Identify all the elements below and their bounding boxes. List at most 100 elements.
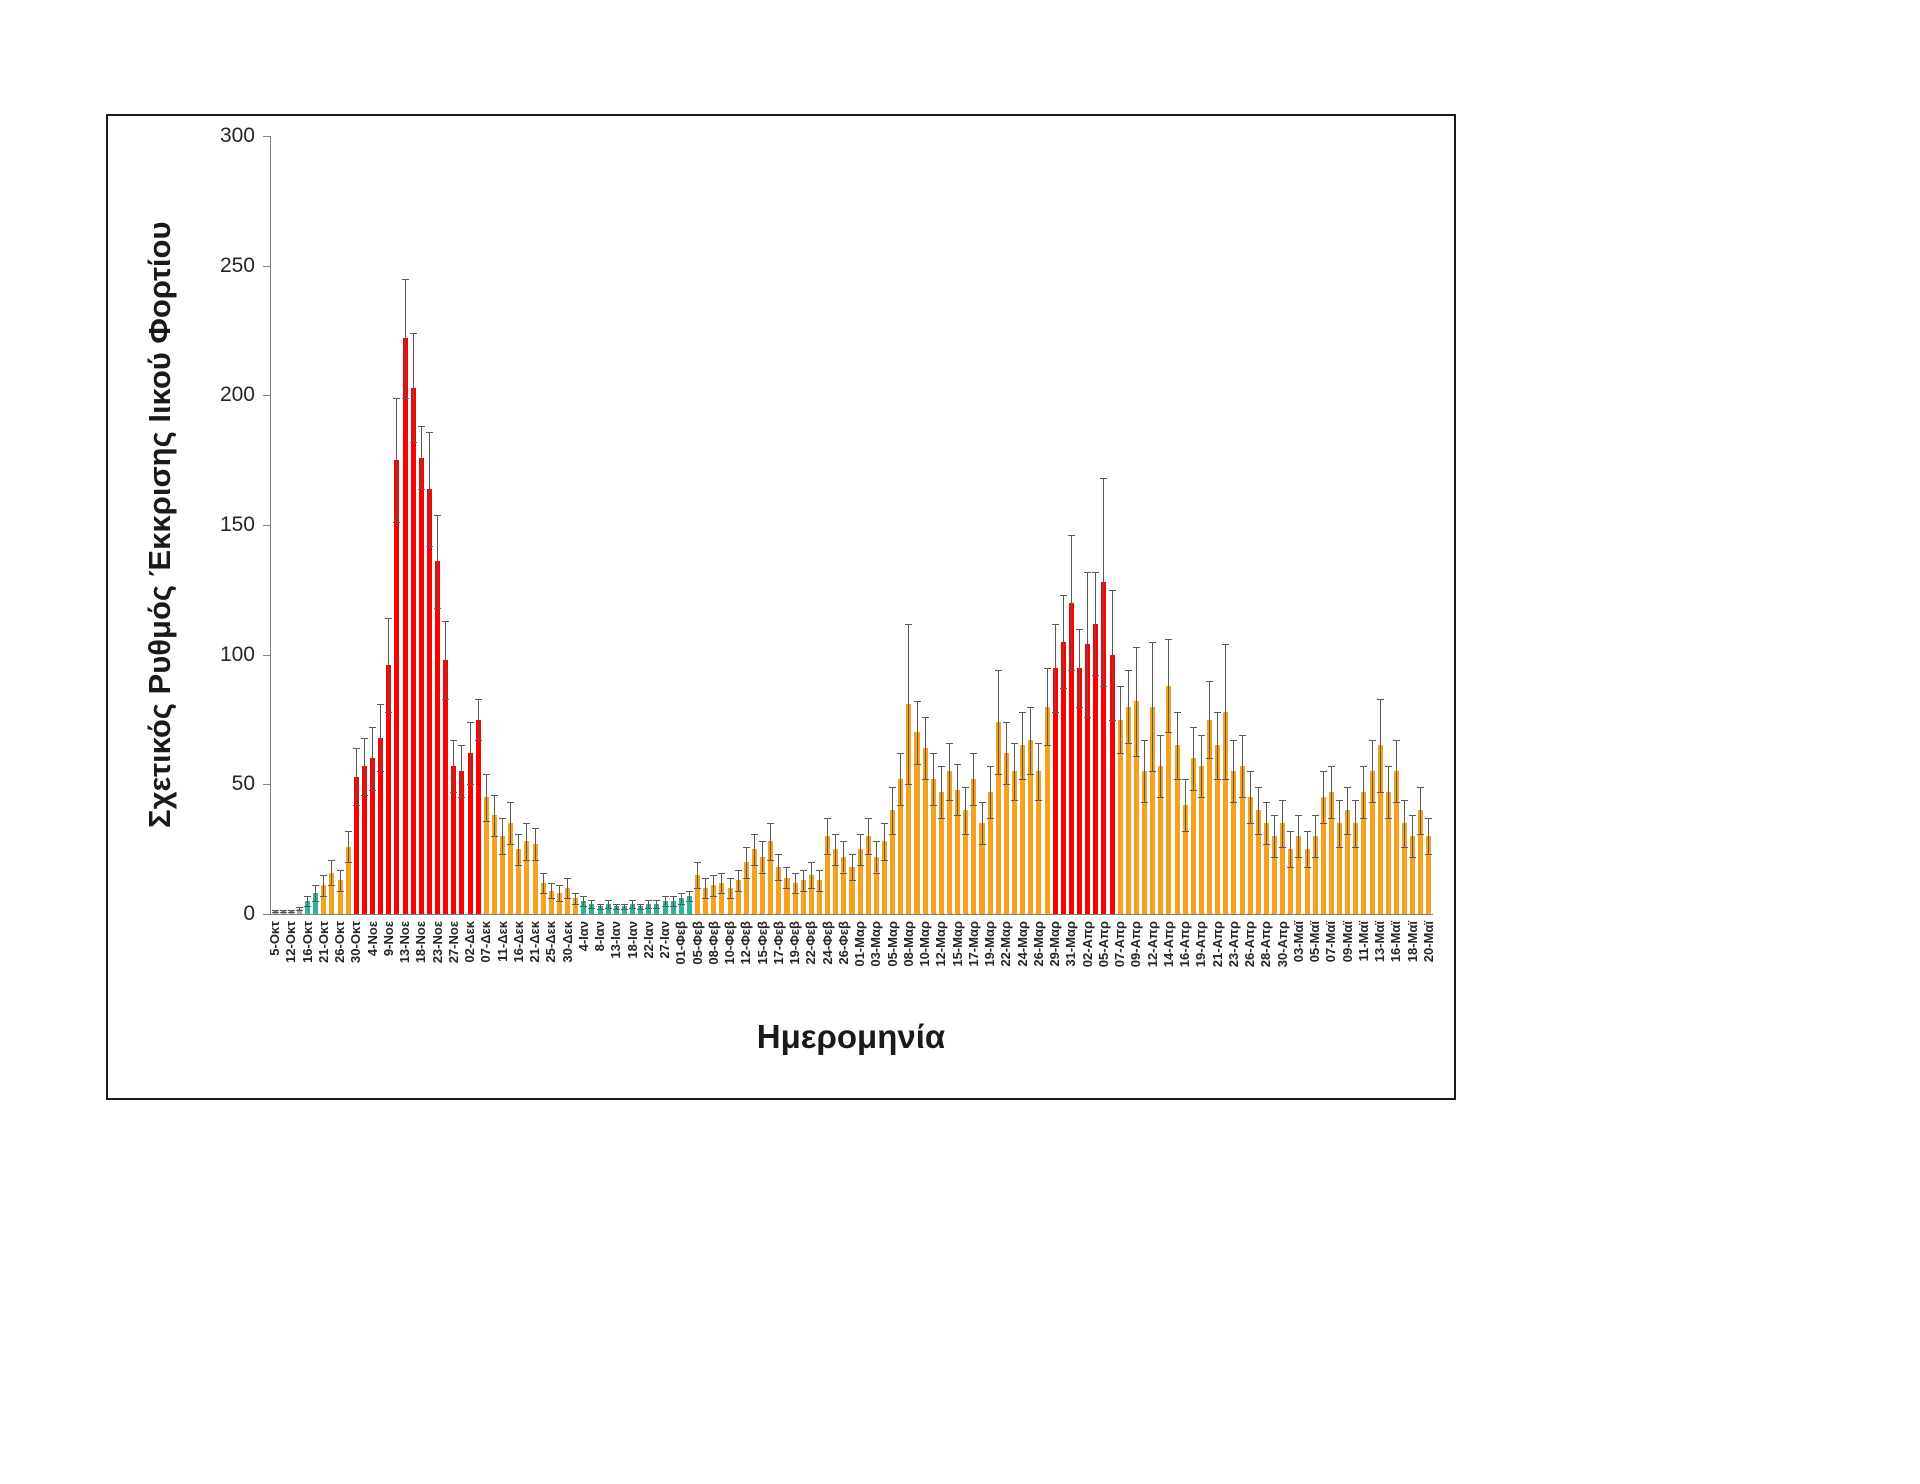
error-bar-cap: [881, 859, 888, 861]
error-bar: [372, 727, 374, 790]
error-bar-cap: [669, 895, 677, 897]
bar: [808, 875, 814, 914]
x-axis-tick-label: 5-Οκτ: [267, 921, 283, 956]
error-bar-cap: [1287, 867, 1295, 869]
bar: [1028, 740, 1034, 914]
bar: [467, 753, 473, 914]
error-bar-cap: [840, 841, 848, 843]
error-bar-cap: [604, 899, 612, 901]
error-bar-cap: [645, 907, 653, 909]
error-bar-cap: [393, 397, 401, 399]
error-bar-cap: [279, 912, 287, 914]
error-bar: [632, 899, 634, 908]
bar: [565, 888, 571, 914]
error-bar-cap: [897, 753, 905, 755]
error-bar: [900, 753, 902, 806]
error-bar-cap: [1287, 831, 1295, 832]
error-bar: [672, 895, 674, 907]
error-bar-cap: [702, 877, 710, 879]
error-bar-cap: [572, 893, 580, 895]
error-bar-cap: [1124, 742, 1132, 744]
error-bar-cap: [401, 397, 409, 399]
error-bar-cap: [1352, 799, 1360, 801]
bar: [963, 810, 969, 914]
error-bar: [1314, 815, 1316, 857]
error-bar-cap: [1157, 735, 1165, 737]
x-axis-tick-label: 21-Δεκ: [527, 921, 543, 963]
bar: [873, 856, 879, 914]
x-axis-tick-label: 02-Απρ: [1079, 921, 1095, 968]
error-bar-cap: [994, 670, 1002, 672]
error-bar: [445, 620, 447, 699]
error-bar-cap: [1295, 856, 1303, 858]
bar: [1418, 810, 1424, 914]
bar: [1068, 602, 1074, 914]
error-bar-cap: [954, 763, 962, 765]
bar: [800, 880, 806, 914]
bar: [719, 882, 725, 914]
error-bar-cap: [856, 864, 864, 866]
bar: [451, 766, 457, 914]
x-axis-tick-label: 13-Ιαν: [608, 921, 624, 959]
x-axis-tick-label: 12-Μαρ: [933, 921, 949, 967]
error-bar-cap: [1214, 711, 1222, 713]
bar: [971, 779, 977, 914]
error-bar-cap: [344, 862, 352, 864]
error-bar: [859, 833, 861, 865]
error-bar: [867, 818, 869, 855]
bar: [711, 885, 717, 914]
error-bar-cap: [718, 872, 726, 874]
error-bar: [428, 431, 430, 546]
bar: [1133, 701, 1139, 914]
error-bar-cap: [669, 906, 677, 908]
error-bar-cap: [344, 831, 352, 832]
error-bar-cap: [1116, 685, 1124, 687]
bar: [500, 836, 506, 914]
error-bar-cap: [742, 877, 750, 879]
error-bar: [526, 823, 528, 860]
x-axis-tick-label: 30-Απρ: [1274, 921, 1290, 968]
error-bar-cap: [312, 901, 320, 903]
error-bar-cap: [295, 910, 303, 912]
error-bar-cap: [775, 854, 783, 856]
error-bar-cap: [515, 864, 523, 866]
error-bar-cap: [978, 802, 986, 804]
y-axis-title: Σχετικός Ρυθμός Έκκρισης Ιικού Φορτίου: [142, 221, 177, 829]
y-axis-tick-mark: [263, 136, 271, 137]
error-bar-cap: [1238, 797, 1246, 799]
error-bar: [282, 910, 284, 913]
error-bar-cap: [1027, 706, 1035, 708]
error-bar-cap: [929, 753, 937, 755]
error-bar: [989, 766, 991, 819]
bar: [630, 903, 636, 914]
bar: [914, 732, 920, 914]
error-bar-cap: [921, 716, 929, 718]
error-bar-cap: [1092, 675, 1100, 677]
error-bar-cap: [937, 818, 945, 820]
bar: [979, 823, 985, 914]
bar: [573, 898, 579, 914]
error-bar-cap: [889, 833, 897, 835]
error-bar: [786, 867, 788, 889]
error-bar: [396, 397, 398, 523]
error-bar: [1103, 478, 1105, 686]
error-bar: [315, 885, 317, 902]
bar: [597, 906, 603, 914]
error-bar-cap: [1116, 753, 1124, 755]
bar: [727, 888, 733, 914]
error-bar-cap: [620, 903, 628, 905]
bar: [1353, 823, 1359, 914]
error-bar: [1070, 535, 1072, 671]
error-bar: [355, 748, 357, 806]
error-bar-cap: [1197, 735, 1205, 737]
error-bar-cap: [1067, 535, 1075, 537]
x-axis-tick-label: 05-Μαϊ: [1307, 921, 1323, 963]
error-bar-cap: [807, 888, 815, 890]
bar: [491, 815, 497, 914]
error-bar-cap: [507, 843, 515, 845]
error-bar-cap: [759, 841, 767, 843]
error-bar: [1168, 639, 1170, 733]
bar: [1385, 792, 1391, 914]
error-bar-cap: [490, 836, 498, 838]
error-bar-cap: [734, 869, 742, 871]
